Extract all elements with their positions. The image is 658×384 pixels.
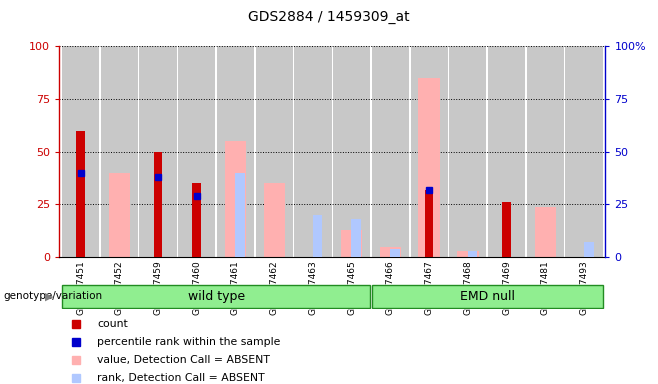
- Bar: [449, 46, 486, 257]
- Bar: [76, 131, 85, 257]
- Bar: [488, 46, 525, 257]
- Text: rank, Detection Call = ABSENT: rank, Detection Call = ABSENT: [97, 373, 265, 383]
- Bar: [236, 173, 245, 257]
- Bar: [109, 173, 130, 257]
- Bar: [372, 46, 409, 257]
- Bar: [255, 46, 293, 257]
- Text: EMD null: EMD null: [460, 290, 515, 303]
- Bar: [192, 184, 201, 257]
- Bar: [154, 152, 163, 257]
- Bar: [380, 247, 401, 257]
- Bar: [527, 46, 564, 257]
- Text: value, Detection Call = ABSENT: value, Detection Call = ABSENT: [97, 355, 270, 365]
- Bar: [418, 78, 440, 257]
- Bar: [535, 207, 556, 257]
- Bar: [101, 46, 138, 257]
- Bar: [468, 251, 477, 257]
- Bar: [351, 219, 361, 257]
- Bar: [294, 46, 332, 257]
- Bar: [217, 46, 254, 257]
- Text: count: count: [97, 318, 128, 329]
- Bar: [565, 46, 603, 257]
- Bar: [457, 251, 478, 257]
- Bar: [341, 230, 363, 257]
- Bar: [411, 46, 447, 257]
- Text: ▶: ▶: [45, 291, 54, 301]
- Bar: [225, 141, 246, 257]
- Text: GDS2884 / 1459309_at: GDS2884 / 1459309_at: [248, 10, 410, 23]
- Bar: [62, 46, 99, 257]
- Bar: [178, 46, 215, 257]
- Text: genotype/variation: genotype/variation: [3, 291, 103, 301]
- FancyBboxPatch shape: [372, 285, 603, 308]
- Bar: [584, 243, 594, 257]
- Text: percentile rank within the sample: percentile rank within the sample: [97, 337, 281, 347]
- Bar: [264, 184, 285, 257]
- FancyBboxPatch shape: [62, 285, 370, 308]
- Bar: [139, 46, 176, 257]
- Text: wild type: wild type: [188, 290, 245, 303]
- Bar: [313, 215, 322, 257]
- Bar: [390, 249, 400, 257]
- Bar: [502, 202, 511, 257]
- Bar: [425, 190, 434, 257]
- Bar: [333, 46, 370, 257]
